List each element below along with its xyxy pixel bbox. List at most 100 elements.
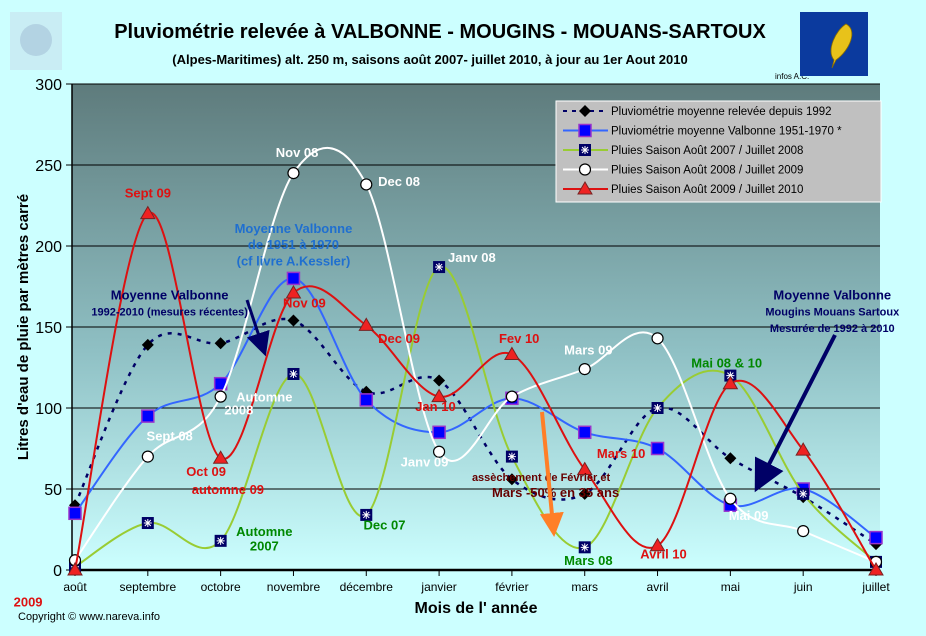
data-point: [505, 473, 518, 486]
marker-glyph: [726, 371, 735, 380]
x-tick-label: juillet: [861, 580, 890, 594]
data-point: [649, 537, 666, 552]
data-point: [505, 450, 518, 463]
annotation-label: Janv 08: [448, 250, 496, 265]
y-tick-label: 250: [35, 158, 62, 175]
data-point: [214, 390, 227, 403]
marker-glyph: [653, 404, 662, 412]
data-point: [286, 271, 301, 286]
annotation-label: Mars 08: [564, 553, 612, 568]
marker-glyph: [581, 146, 589, 154]
annotation-label: Automne: [236, 524, 292, 539]
y-tick-label: 200: [35, 239, 62, 256]
annotation-label: Moyenne Valbonne: [111, 287, 229, 302]
data-point: [287, 167, 300, 180]
annotation-label: Dec 07: [364, 518, 406, 533]
marker-glyph: [143, 519, 152, 528]
chart-title: Pluviométrie relevée à VALBONNE - MOUGIN…: [114, 21, 766, 43]
annotation-label: Janv 09: [401, 454, 449, 469]
data-point: [722, 375, 739, 390]
marker-glyph: [507, 452, 516, 461]
data-point: [868, 562, 884, 576]
marker-glyph: [289, 369, 298, 378]
annotation-label: Mars 09: [564, 343, 612, 358]
legend-marker: [579, 144, 591, 156]
legend: Pluviométrie moyenne relevée depuis 1992…: [555, 100, 882, 203]
credit-text: infos A.C.: [775, 72, 809, 81]
data-point: [141, 517, 154, 530]
data-point: [651, 332, 664, 345]
data-point: [360, 508, 373, 521]
logo-left: [10, 12, 62, 70]
data-point: [504, 346, 520, 361]
legend-marker: [577, 181, 593, 195]
x-tick-label: septembre: [119, 580, 176, 594]
data-point: [431, 388, 447, 403]
annotation-label: Mars 10: [597, 446, 645, 461]
data-point: [139, 205, 156, 220]
annotation-label: Moyenne Valbonne: [773, 287, 891, 302]
data-point: [212, 450, 229, 464]
data-point: [578, 541, 591, 554]
legend-marker: [578, 123, 592, 138]
feather-icon: [800, 12, 868, 76]
annotation-label: Nov 09: [283, 296, 326, 311]
data-point: [432, 445, 446, 458]
annotation-label: 2008: [224, 402, 253, 417]
x-axis-title: Mois de l' année: [415, 600, 538, 617]
annotation-arrow-drying: [539, 411, 564, 537]
annotation-label: Avril 10: [640, 547, 687, 562]
data-point: [797, 525, 810, 538]
chart-subtitle: (Alpes-Maritimes) alt. 250 m, saisons ao…: [172, 52, 687, 67]
data-point: [869, 530, 883, 545]
data-point: [578, 363, 591, 376]
data-point: [141, 338, 154, 351]
annotation-label: Dec 09: [378, 331, 420, 346]
x-tick-label: novembre: [267, 580, 321, 594]
annotation-label: Mougins Mouans Sartoux: [765, 307, 900, 319]
data-point: [67, 562, 83, 576]
data-point: [359, 393, 374, 407]
y-tick-label: 150: [35, 320, 62, 337]
legend-label: Pluies Saison Août 2008 / Juillet 2009: [611, 165, 803, 177]
annotation-label: Fev 10: [499, 331, 539, 346]
data-point: [724, 369, 737, 382]
annotation-label: (cf livre A.Kessler): [237, 253, 351, 268]
data-point: [214, 534, 227, 547]
marker-glyph: [216, 536, 225, 545]
data-point: [795, 442, 812, 456]
legend-label: Pluies Saison Août 2007 / Juillet 2008: [611, 145, 803, 157]
annotation-label: Mai 09: [729, 508, 769, 523]
annotation-label: Sept 08: [147, 428, 193, 443]
data-point: [651, 402, 664, 414]
annotation-label: Sept 09: [125, 185, 171, 200]
data-point: [214, 337, 227, 350]
legend-box: [555, 100, 882, 203]
annotation-label: 2007: [250, 539, 279, 554]
copyright: Copyright © www.nareva.info: [18, 611, 160, 623]
series-line: [73, 317, 877, 546]
annotation-label: 2009: [14, 595, 43, 610]
y-tick-label: 100: [35, 401, 62, 418]
x-tick-label: août: [63, 580, 87, 594]
data-point: [576, 461, 593, 476]
annotation-label: Jan 10: [415, 399, 455, 414]
annotation-label: Dec 08: [378, 174, 420, 189]
data-point: [285, 284, 302, 299]
annotation-label: Nov 08: [276, 145, 319, 160]
data-point: [141, 409, 155, 423]
x-tick-label: avril: [647, 580, 669, 594]
annotation-label: Mai 08 & 10: [691, 356, 762, 371]
annotation-label: Moyenne Valbonne: [235, 221, 353, 236]
data-point: [650, 441, 665, 456]
annotation-label: de 1951 à 1970: [248, 237, 339, 252]
legend-label: Pluies Saison Août 2009 / Juillet 2010: [611, 184, 803, 196]
x-tick-label: mars: [571, 580, 598, 594]
data-point: [287, 314, 300, 327]
annotation-label: Mars -50% en 35 ans: [492, 485, 619, 500]
marker-glyph: [362, 510, 371, 519]
data-point: [433, 374, 446, 387]
data-point: [360, 178, 373, 191]
annotation-arrow-recent: [754, 334, 837, 493]
